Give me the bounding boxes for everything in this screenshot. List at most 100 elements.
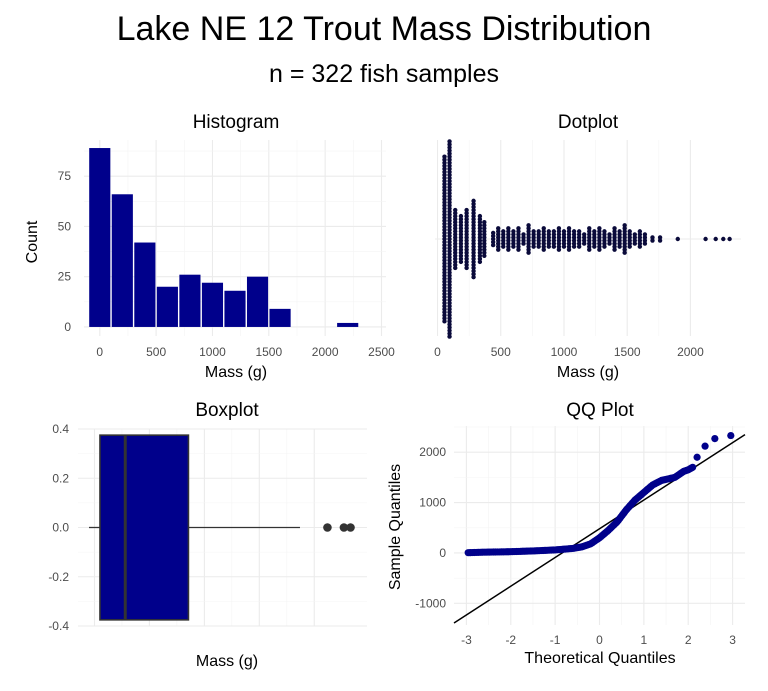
dotplot-dot	[571, 241, 577, 246]
dotplot-dot	[447, 267, 452, 272]
dotplot-dot	[453, 259, 458, 265]
boxplot-ytick-label: 0.0	[52, 521, 69, 535]
dotplot-dot	[597, 244, 602, 249]
dotplot-dot	[458, 232, 464, 237]
dotplot-dot	[453, 235, 458, 240]
dotplot-dot	[477, 226, 483, 231]
dotplot-dot	[516, 247, 521, 252]
dotplot-dot	[551, 229, 557, 234]
dotplot-dot	[447, 194, 452, 199]
dotplot-dot	[453, 238, 458, 243]
histogram-bar	[179, 274, 201, 327]
dotplot-dot	[477, 216, 483, 222]
histogram-xtick-label: 1500	[255, 345, 282, 359]
dotplot-dot	[471, 250, 476, 255]
dotplot-dot	[496, 232, 501, 237]
dotplot-dot	[511, 232, 516, 237]
dotplot-dot	[453, 262, 458, 268]
dotplot-dot	[597, 241, 602, 246]
dotplot-dot	[453, 244, 458, 249]
histogram-ylabel: Count	[24, 220, 41, 263]
dotplot-dot	[464, 250, 469, 255]
dotplot-dot	[637, 235, 643, 240]
dotplot-dot	[453, 223, 458, 228]
dotplot-dot	[602, 238, 607, 243]
dotplot-dot	[622, 241, 627, 246]
dotplot-dot	[622, 238, 627, 243]
dotplot-dot	[447, 294, 452, 300]
dotplot-dot	[526, 229, 531, 234]
dotplot-dot	[442, 319, 447, 324]
dotplot-dot	[453, 213, 458, 219]
dotplot-xtick-label: 2000	[677, 345, 704, 359]
dotplot-dot	[496, 226, 501, 231]
dotplot-dot	[447, 184, 452, 190]
dotplot-dot	[541, 247, 546, 252]
dotplot-dot	[576, 235, 582, 240]
dotplot-dot	[657, 235, 663, 240]
dotplot-dot	[496, 238, 501, 243]
dotplot-dot	[592, 244, 597, 249]
dotplot-dot	[471, 256, 476, 262]
boxplot-ytick-label: 0.4	[52, 422, 69, 436]
figure-subtitle: n = 322 fish samples	[269, 60, 499, 88]
dotplot-dot	[541, 229, 546, 234]
dotplot-dot	[471, 207, 476, 213]
dotplot-dot	[516, 238, 521, 243]
qq-ytick-label: -1000	[415, 596, 446, 610]
dotplot-dot	[637, 229, 643, 234]
dotplot-dot	[561, 235, 567, 240]
dotplot-dot	[526, 238, 531, 243]
dotplot-dot	[612, 244, 617, 249]
dotplot-dot	[442, 212, 447, 217]
dotplot-dot	[482, 235, 487, 240]
dotplot-dot	[551, 241, 557, 246]
dotplot-dot	[602, 241, 607, 246]
dotplot-dot	[464, 247, 469, 252]
dotplot-dot	[587, 247, 592, 252]
dotplot-dot	[521, 241, 526, 246]
dotplot-dot	[612, 232, 617, 237]
dotplot-dot	[526, 235, 531, 240]
dotplot-dot	[477, 220, 483, 225]
dotplot-dot	[471, 235, 476, 240]
dotplot-dot	[471, 226, 476, 231]
dotplot-dot	[447, 279, 452, 284]
dotplot-dot	[597, 229, 602, 234]
dotplot-dot	[471, 247, 476, 252]
dotplot-dot	[642, 238, 648, 243]
dotplot-dot	[582, 238, 587, 243]
dotplot-dot	[571, 229, 577, 234]
dotplot-dot	[447, 163, 452, 168]
dotplot-dot	[516, 235, 521, 240]
dotplot-dot	[447, 297, 452, 303]
qq-xtick-label: -3	[461, 633, 472, 647]
dotplot-dot	[546, 229, 552, 234]
qq-xtick-label: 3	[729, 633, 736, 647]
dotplot-dot	[506, 247, 511, 252]
dotplot-dot	[471, 210, 476, 216]
dotplot-dot	[464, 238, 469, 243]
dotplot-dot	[464, 241, 469, 246]
dotplot-dot	[521, 232, 526, 237]
qq-point	[689, 463, 697, 471]
qq-xtick-label: -2	[505, 633, 516, 647]
dotplot-dot	[576, 238, 582, 243]
dotplot-dot	[471, 271, 476, 277]
dotplot-dot	[551, 238, 557, 243]
dotplot-dot	[632, 232, 637, 237]
dotplot-dot	[442, 227, 447, 233]
dotplot-dot	[506, 232, 511, 237]
dotplot-dot	[477, 232, 483, 237]
dotplot-dot	[546, 244, 552, 249]
dotplot-dot	[607, 235, 612, 240]
dotplot-dot	[506, 238, 511, 243]
dotplot-dot	[541, 232, 546, 237]
dotplot-dot	[597, 226, 602, 231]
dotplot-dot	[571, 244, 577, 249]
dotplot-dot	[458, 220, 464, 225]
dotplot-dot	[464, 213, 469, 219]
dotplot-dot	[442, 252, 447, 257]
histogram-bar	[111, 194, 133, 327]
histogram-xtick-label: 2500	[368, 345, 395, 359]
